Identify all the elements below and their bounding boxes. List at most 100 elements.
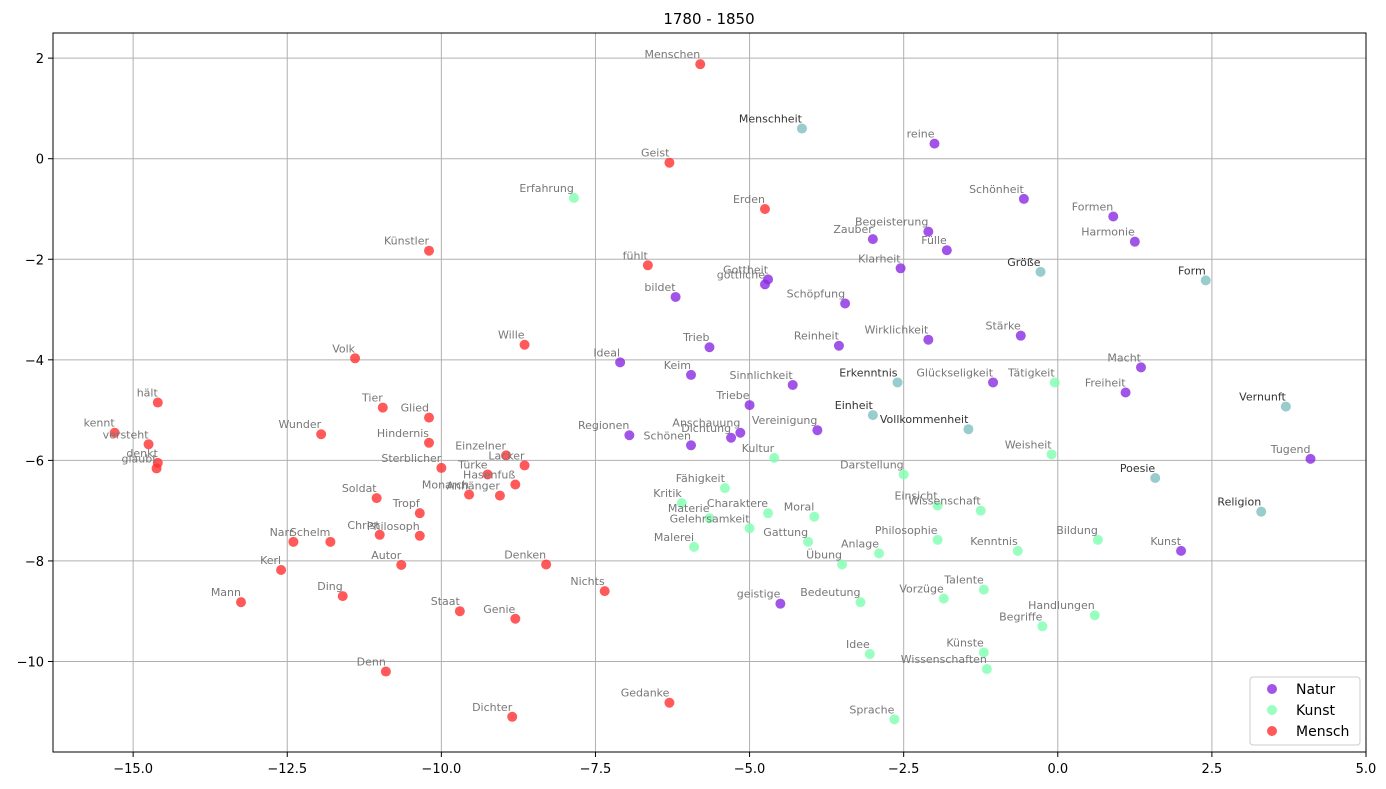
data-point	[664, 697, 675, 708]
data-point	[377, 402, 388, 413]
x-tick-label: 5.0	[1356, 762, 1377, 777]
point-label: Fülle	[921, 234, 947, 247]
data-point	[541, 559, 552, 570]
data-point	[454, 606, 465, 617]
data-point	[787, 379, 798, 390]
data-point	[519, 460, 530, 471]
data-point	[380, 666, 391, 677]
data-point	[371, 493, 382, 504]
axis-ticks: −15.0 −12.5 −10.0 −7.5 −5.0 −2.5 0.0 2.5 5.0 2 0 −2…	[17, 52, 1377, 777]
point-label: Sinnlichkeit	[729, 369, 793, 382]
data-point	[837, 559, 848, 570]
point-label: Begeisterung	[855, 216, 928, 229]
point-label: Dichtung	[681, 422, 731, 435]
data-point	[759, 279, 770, 290]
data-point	[507, 711, 518, 722]
data-point	[874, 548, 885, 559]
y-tick-label: 2	[36, 52, 44, 67]
data-point	[325, 536, 336, 547]
point-label: Vereinigung	[752, 414, 817, 427]
point-label: Kultur	[742, 442, 775, 455]
point-label: Narr	[270, 526, 294, 539]
point-label: Vernunft	[1239, 391, 1286, 404]
data-point	[809, 511, 820, 522]
data-point	[501, 450, 512, 461]
point-label: Regionen	[578, 419, 629, 432]
point-label: Schönheit	[969, 183, 1024, 196]
point-label: Mann	[211, 586, 241, 599]
data-point	[769, 452, 780, 463]
data-point	[1037, 621, 1048, 632]
point-label: Fähigkeit	[676, 472, 726, 485]
point-label: Gelehrsamkeit	[670, 512, 751, 525]
point-label: Autor	[371, 549, 402, 562]
point-label: Bildung	[1056, 524, 1098, 537]
point-label: Hindernis	[377, 427, 429, 440]
point-label: Wissenschaften	[901, 653, 987, 666]
data-point	[759, 203, 770, 214]
data-point	[1018, 193, 1029, 204]
point-label: Hasenfuß	[463, 469, 515, 482]
data-point	[941, 245, 952, 256]
point-label: Denken	[504, 548, 546, 561]
data-point	[932, 500, 943, 511]
point-label: Wille	[498, 329, 525, 342]
point-label: Gedanke	[621, 687, 670, 700]
point-label: Glied	[401, 402, 429, 415]
data-point	[1150, 472, 1161, 483]
data-point	[350, 353, 361, 364]
data-point	[775, 598, 786, 609]
data-point	[1049, 377, 1060, 388]
data-point	[855, 597, 866, 608]
point-label: Soldat	[342, 482, 377, 495]
y-tick-label: −2	[25, 253, 44, 268]
data-point	[833, 340, 844, 351]
legend-marker	[1267, 726, 1277, 736]
point-label: glaubt	[122, 452, 158, 465]
data-point	[895, 263, 906, 274]
y-tick-label: −10	[17, 655, 44, 670]
data-point	[1200, 275, 1211, 286]
data-point	[938, 593, 949, 604]
data-point	[494, 490, 505, 501]
point-label: Einheit	[835, 399, 874, 412]
data-point	[898, 469, 909, 480]
data-point	[923, 226, 934, 237]
point-label: versteht	[103, 428, 150, 441]
point-label: Kunst	[1150, 535, 1181, 548]
point-label: Erfahrung	[519, 182, 574, 195]
point-label: Darstellung	[840, 458, 904, 471]
data-point	[704, 513, 715, 524]
data-point	[1092, 534, 1103, 545]
data-point	[686, 440, 697, 451]
point-label: Freiheit	[1085, 377, 1126, 390]
data-point	[864, 648, 875, 659]
data-point	[1012, 545, 1023, 556]
data-point	[735, 427, 746, 438]
point-label: Türke	[457, 458, 488, 471]
x-tick-label: −10.0	[421, 762, 461, 777]
x-tick-label: 0.0	[1047, 762, 1068, 777]
data-point	[568, 192, 579, 203]
point-label: Nichts	[570, 575, 605, 588]
data-point	[1136, 362, 1147, 373]
data-point	[686, 369, 697, 380]
legend: Natur Kunst Mensch	[1249, 676, 1361, 746]
legend-label: Natur	[1296, 682, 1335, 698]
point-label: Kritik	[653, 487, 682, 500]
x-tick-label: −5.0	[734, 762, 766, 777]
legend-marker	[1267, 684, 1277, 694]
point-label: Kerl	[260, 554, 281, 567]
point-label: Tätigkeit	[1007, 366, 1055, 379]
data-point	[152, 397, 163, 408]
point-label: Tier	[361, 392, 383, 405]
data-point	[510, 479, 521, 490]
data-point	[923, 334, 934, 345]
point-label: Genie	[483, 603, 515, 616]
point-label: Größe	[1007, 256, 1040, 269]
point-label: Tugend	[1270, 443, 1311, 456]
data-point	[840, 298, 851, 309]
data-point	[109, 427, 120, 438]
data-point	[615, 357, 626, 368]
